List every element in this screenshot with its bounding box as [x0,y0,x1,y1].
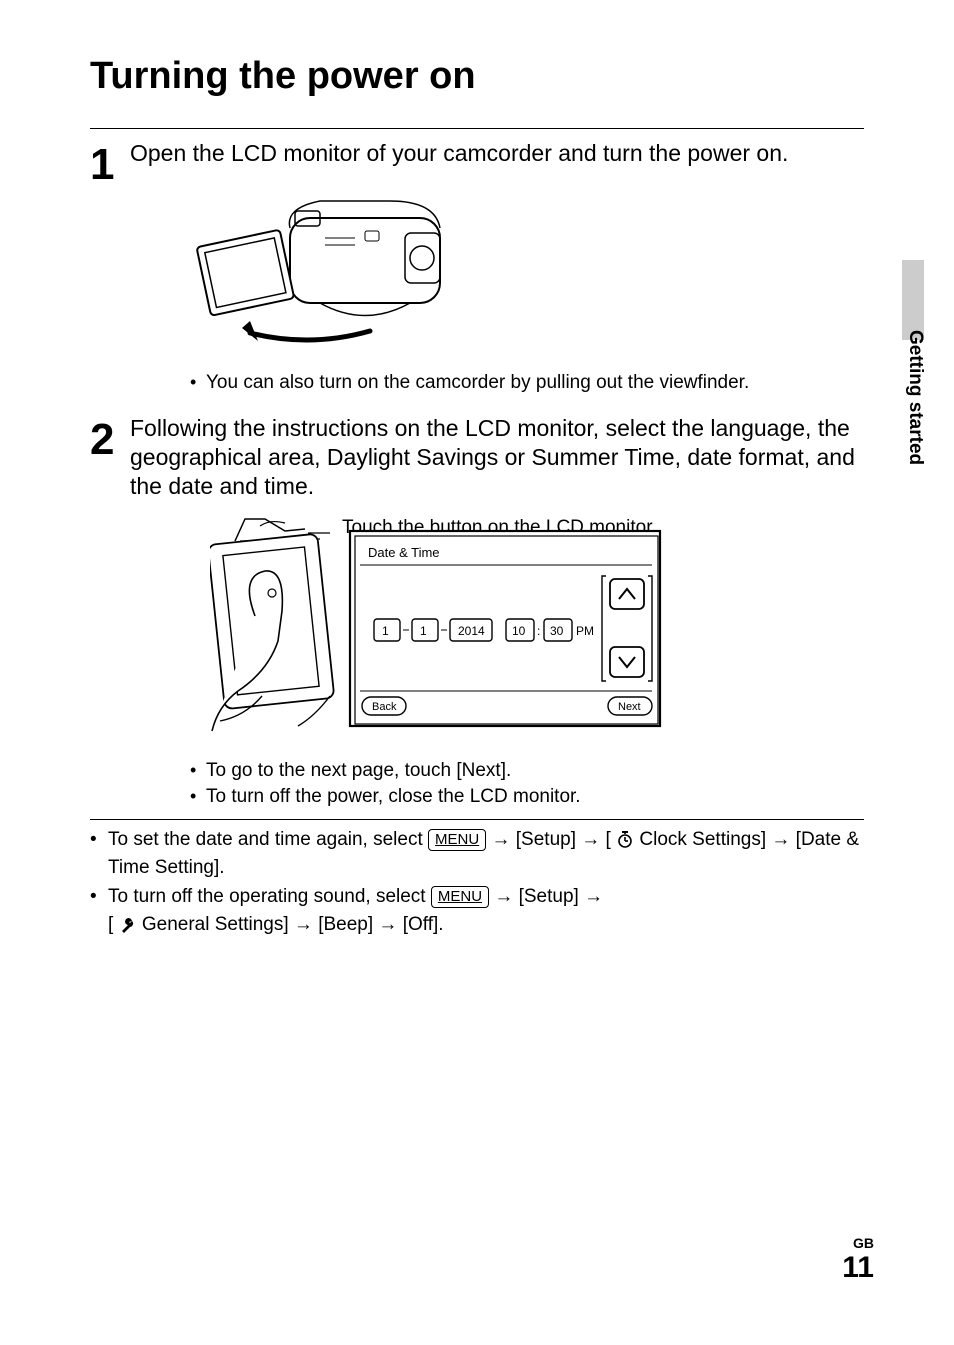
notes-rule [90,819,864,820]
arrow-icon: → [491,829,515,850]
camcorder-illustration [190,183,864,358]
clock-icon [616,831,634,849]
note-2-pre: To turn off the operating sound, select [108,886,431,907]
step-2: 2 Following the instructions on the LCD … [90,414,864,810]
wrench-icon [119,916,137,934]
menu-button-icon: MENU [431,886,489,908]
lcd-title: Date & Time [368,545,440,560]
page-notes: To set the date and time again, select M… [90,826,864,940]
step-2-bullet-2: To turn off the power, close the LCD mon… [190,784,864,811]
step-2-number: 2 [90,418,122,462]
arrow-icon: → [ [581,829,616,850]
lcd-minute: 30 [550,624,564,638]
page-title: Turning the power on [90,55,864,98]
lcd-year: 2014 [458,624,485,638]
lcd-touch-illustration: Date & Time 1 1 [210,521,864,746]
note-1-clock: Clock Settings] [639,829,766,850]
lcd-ampm: PM [576,624,594,638]
note-2-general: General Settings] → [Beep] → [Off]. [142,914,444,935]
lcd-month: 1 [382,624,389,638]
title-rule [90,128,864,129]
section-tab-label: Getting started [904,330,926,465]
step-1-bullet: You can also turn on the camcorder by pu… [190,370,864,397]
step-2-instruction: Following the instructions on the LCD mo… [130,414,864,500]
step-1-number: 1 [90,143,122,187]
step-1-instruction: Open the LCD monitor of your camcorder a… [130,139,864,168]
page-number: 11 [842,1251,874,1285]
note-1-pre: To set the date and time again, select [108,829,428,850]
lcd-hour: 10 [512,624,526,638]
camcorder-svg [190,183,470,353]
note-1-setup: [Setup] [516,829,576,850]
lcd-back: Back [372,701,397,713]
note-2-setup: [Setup] [519,886,579,907]
region-code: GB [842,1235,874,1251]
page-footer: GB 11 [842,1235,874,1285]
lcd-day: 1 [420,624,427,638]
step-2-bullet-1: To go to the next page, touch [Next]. [190,758,864,785]
menu-button-icon: MENU [428,829,486,851]
note-2: To turn off the operating sound, select … [90,883,864,940]
arrow-icon: → [584,886,603,907]
note-1: To set the date and time again, select M… [90,826,864,883]
lcd-next: Next [618,701,641,713]
step-1: 1 Open the LCD monitor of your camcorder… [90,139,864,396]
svg-text::: : [537,624,540,638]
arrow-icon: → [494,886,518,907]
